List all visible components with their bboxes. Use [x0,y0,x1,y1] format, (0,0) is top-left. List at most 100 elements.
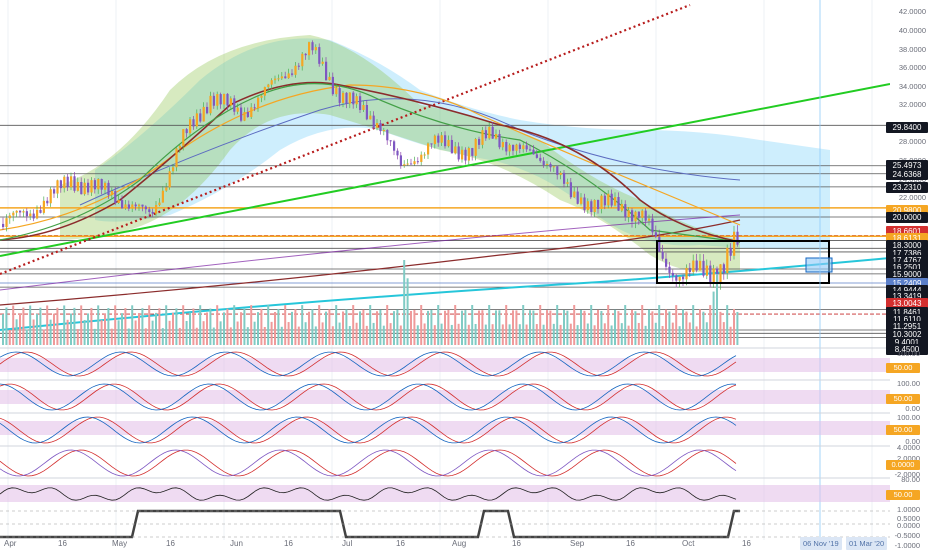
candle [250,103,253,120]
candle-body [321,61,324,64]
candle-body [420,154,423,162]
candle-body [151,211,154,214]
candle-body [365,104,368,120]
candle-body [471,148,474,156]
candle-body [501,142,504,148]
candle-body [518,144,521,150]
candle-body [246,112,249,118]
price-label: 11.8461 [886,307,928,318]
volume-bar [379,309,382,345]
volume-bar [440,323,443,345]
volume-bar [308,311,310,345]
volume-bar [607,305,610,345]
indicator-axis-tick: -0.5000 [894,531,920,540]
volume-bar [206,312,208,345]
volume-bar [542,324,545,345]
candle-body [549,163,552,168]
volume-bar [216,305,219,345]
candle-body [726,247,729,274]
candle [569,177,572,200]
candle [144,205,147,214]
candle [66,173,69,192]
volume-bar [66,319,69,345]
candle [178,144,181,153]
candle [590,199,593,217]
candle [148,206,151,216]
volume-bar [253,321,256,345]
candle [257,95,260,112]
volume-bar [552,323,555,345]
candle-body [206,106,209,114]
volume-bar [294,309,297,345]
volume-bar [712,291,715,345]
volume-bar [668,311,671,345]
candle [83,178,86,196]
candle [675,273,678,288]
trend-lines[interactable] [0,3,891,331]
candle [461,146,464,163]
volume-bar [287,322,290,345]
candle [454,141,457,155]
volume-bar [610,325,613,345]
candle [253,103,256,112]
candle-body [29,213,32,217]
candle-body [372,115,375,128]
candle [410,158,413,165]
volume-bar [233,305,236,345]
volume-bar [413,309,416,345]
candle [260,94,263,103]
candlestick-series[interactable] [2,40,739,290]
volume-bar [556,305,559,345]
indicator-band [0,485,890,502]
candle [236,103,239,115]
volume-bar [580,309,582,345]
candle-body [93,180,96,190]
indicator-line [0,416,737,444]
projection-box[interactable] [805,257,833,273]
volume-bar [49,319,52,345]
candle [539,153,542,163]
indicator-level-label: 50.00 [886,425,920,435]
candle-body [386,130,389,141]
candle-body [104,182,107,190]
candle-body [165,187,168,191]
candle [97,178,100,194]
volume-bar [175,308,178,345]
volume-bar [2,314,4,345]
volume-bar [515,310,518,345]
price-axis-tick: 40.0000 [898,26,926,35]
candle-body [529,149,532,151]
price-label: 13.3419 [886,291,928,302]
volume-bar [70,313,72,345]
indicator-line [0,487,737,501]
candle-body [576,191,579,204]
candle-body [651,218,654,233]
volume-bar [260,308,263,345]
candle-body [277,78,280,80]
candle [654,225,657,239]
candle [22,209,25,217]
candle [719,264,722,290]
price-label: 16.2501 [886,262,928,273]
candle [294,62,297,78]
volume-bar [127,328,130,345]
volume-bar [583,310,586,345]
volume-bar [178,327,181,345]
volume-bar [168,320,171,345]
volume-bar [671,322,674,345]
candle [90,177,93,197]
price-label: 10.3002 [886,329,928,340]
volume-bar [348,326,351,345]
time-axis-tick: 16 [284,539,293,548]
volume-bar [165,305,168,345]
candle-body [66,176,69,188]
volume-bar [212,327,215,345]
volume-bar [559,324,562,345]
candle [498,129,501,150]
candle [508,143,511,156]
indicator-axis-tick: 0.5000 [897,514,920,523]
candle [331,72,334,96]
indicator-axis-tick: -1.0000 [894,541,920,550]
indicator-axis-tick: 1.0000 [897,505,920,514]
